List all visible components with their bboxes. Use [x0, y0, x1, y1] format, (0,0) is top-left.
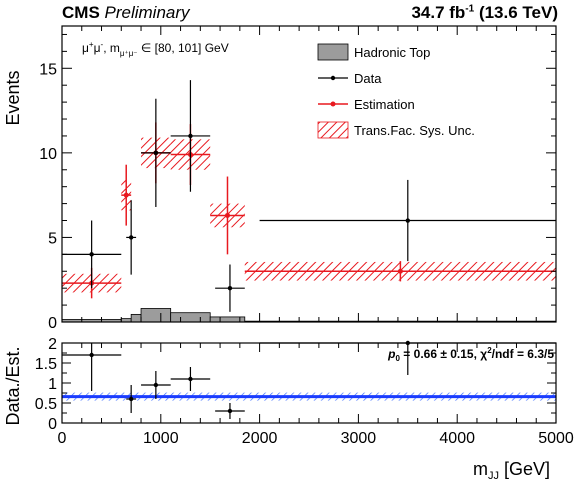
x-tick-label: 1000 — [143, 430, 179, 447]
ratio-y-tick-label: 0.5 — [35, 396, 57, 413]
main-frame — [61, 25, 557, 323]
legend-swatch-data-marker — [330, 75, 336, 81]
ratio-y-tick-label: 1 — [48, 376, 57, 393]
x-tick-label: 0 — [58, 430, 67, 447]
fit-annotation: p0 = 0.66 ± 0.15, χ2/ndf = 6.3/5 — [387, 346, 554, 363]
legend-swatch-estimation-marker — [330, 101, 336, 107]
data-point — [128, 235, 134, 240]
ratio-y-tick-label: 0 — [48, 416, 57, 433]
main-y-tick-label: 0 — [48, 315, 57, 332]
status-label: Preliminary — [104, 3, 190, 22]
x-label-unit: [GeV] — [499, 459, 550, 479]
x-tick-label: 5000 — [538, 430, 574, 447]
ratio-point — [128, 396, 134, 402]
data-point — [405, 218, 410, 223]
data-point — [89, 252, 94, 257]
estimation-point — [224, 212, 230, 218]
y-axis-label-ratio: Data./Est. — [3, 346, 23, 425]
data-point — [153, 150, 159, 156]
x-label-m: m — [473, 459, 488, 479]
main-y-tick-label: 15 — [39, 61, 57, 78]
legend-label: Hadronic Top — [354, 45, 430, 60]
energy-value: (13.6 TeV) — [478, 3, 558, 22]
main-y-tick-label: 5 — [48, 230, 57, 247]
ratio-y-tick-label: 2 — [48, 336, 57, 353]
x-axis-label: mJJ [GeV] — [473, 459, 550, 482]
ratio-point — [227, 408, 233, 414]
legend-label: Estimation — [354, 97, 415, 112]
main-y-tick-label: 10 — [39, 146, 57, 163]
selection-annotation: μ+μ-, mμ⁺μ⁻ ∈ [80, 101] GeV — [82, 40, 229, 58]
lumi-value: 34.7 fb — [411, 3, 466, 22]
lumi-exponent: -1 — [465, 3, 475, 15]
legend-swatch-sys-unc — [317, 121, 349, 139]
x-tick-label: 4000 — [439, 430, 475, 447]
x-label-sub: JJ — [488, 470, 499, 482]
y-axis-label-main: Events — [3, 70, 23, 125]
legend-label: Trans.Fac. Sys. Unc. — [354, 123, 475, 138]
data-point — [188, 133, 193, 139]
data-point — [227, 285, 233, 291]
cms-label: CMS Preliminary — [62, 3, 190, 23]
hadronic-top-bar — [170, 312, 211, 323]
main-panel: 0 5 10 15 — [39, 25, 557, 332]
hadronic-top-bar — [130, 313, 142, 323]
ratio-point — [153, 382, 159, 388]
legend-label: Data — [354, 71, 382, 86]
x-tick-label: 3000 — [341, 430, 377, 447]
ratio-point — [188, 376, 193, 382]
ratio-point — [89, 352, 94, 358]
legend: Hadronic Top Data Estimation Trans.Fac. Sys… — [317, 43, 475, 139]
estimation-point — [397, 268, 403, 274]
ratio-y-tick-label: 1.5 — [35, 356, 57, 373]
legend-swatch-hadronic-top — [317, 43, 349, 61]
x-tick-label: 2000 — [242, 430, 278, 447]
hadronic-top-bar — [140, 308, 172, 323]
ratio-panel: 00.511.520 1000 2000 3000 4000 5000 — [35, 336, 574, 447]
experiment-name: CMS — [62, 3, 100, 22]
lumi-label: 34.7 fb-1 (13.6 TeV) — [411, 3, 558, 23]
estimation-point — [123, 192, 129, 198]
text-layer: Events Data./Est. mJJ [GeV] μ+μ-, mμ⁺μ⁻ … — [3, 40, 554, 482]
